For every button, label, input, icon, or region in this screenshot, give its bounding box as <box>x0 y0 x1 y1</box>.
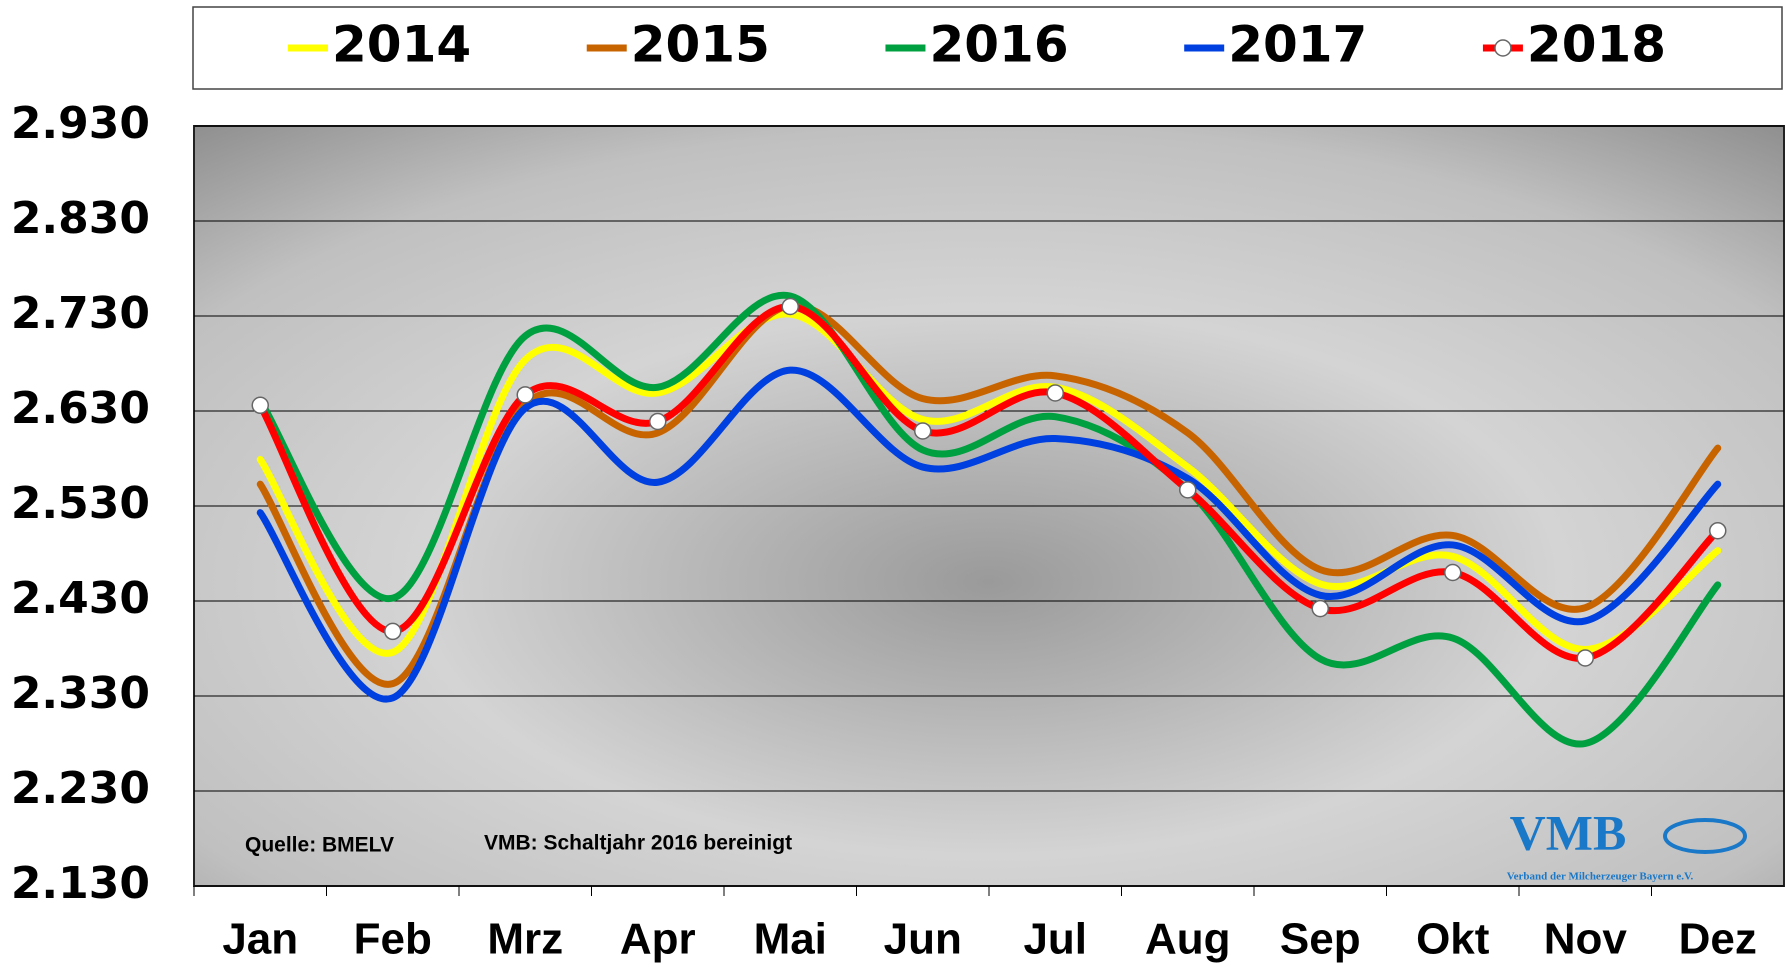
legend-marker <box>1495 40 1511 56</box>
legend-label: 2014 <box>332 16 471 74</box>
x-tick-label: Dez <box>1679 915 1757 964</box>
y-tick-label: 2.230 <box>11 763 150 814</box>
annotation: VMB: Schaltjahr 2016 bereinigt <box>484 832 792 855</box>
point-marker <box>915 423 931 439</box>
point-marker <box>252 397 268 413</box>
x-tick-label: Sep <box>1280 915 1361 964</box>
point-marker <box>1710 523 1726 539</box>
x-tick-label: Feb <box>354 915 432 964</box>
x-tick-label: Jun <box>884 915 962 964</box>
point-marker <box>1312 601 1328 617</box>
y-tick-label: 2.730 <box>11 288 150 339</box>
y-tick-label: 2.830 <box>11 193 150 244</box>
x-tick-label: Nov <box>1544 915 1628 964</box>
legend-label: 2015 <box>631 16 770 74</box>
y-tick-label: 2.530 <box>11 478 150 529</box>
x-tick-label: Mai <box>754 915 827 964</box>
y-tick-label: 2.130 <box>11 858 150 909</box>
x-tick-label: Jul <box>1023 915 1087 964</box>
legend-label: 2018 <box>1527 16 1666 74</box>
x-tick-label: Okt <box>1416 915 1490 964</box>
y-tick-label: 2.430 <box>11 573 150 624</box>
point-marker <box>1577 650 1593 666</box>
point-marker <box>517 387 533 403</box>
logo-text: VMB <box>1510 804 1627 860</box>
point-marker <box>385 623 401 639</box>
x-tick-label: Aug <box>1145 915 1231 964</box>
point-marker <box>1180 482 1196 498</box>
logo-subtext: Verband der Milcherzeuger Bayern e.V. <box>1507 871 1694 883</box>
legend-label: 2016 <box>929 16 1068 74</box>
y-tick-label: 2.930 <box>11 98 150 149</box>
x-tick-label: Mrz <box>487 915 563 964</box>
point-marker <box>1047 385 1063 401</box>
y-tick-label: 2.630 <box>11 383 150 434</box>
x-tick-label: Jan <box>222 915 298 964</box>
chart: Quelle: BMELV VMB: Schaltjahr 2016 berei… <box>0 0 1787 967</box>
y-tick-label: 2.330 <box>11 668 150 719</box>
point-marker <box>650 413 666 429</box>
legend-label: 2017 <box>1228 16 1367 74</box>
x-tick-label: Apr <box>620 915 696 964</box>
point-marker <box>1445 565 1461 581</box>
annotation: Quelle: BMELV <box>245 834 394 857</box>
point-marker <box>782 299 798 315</box>
